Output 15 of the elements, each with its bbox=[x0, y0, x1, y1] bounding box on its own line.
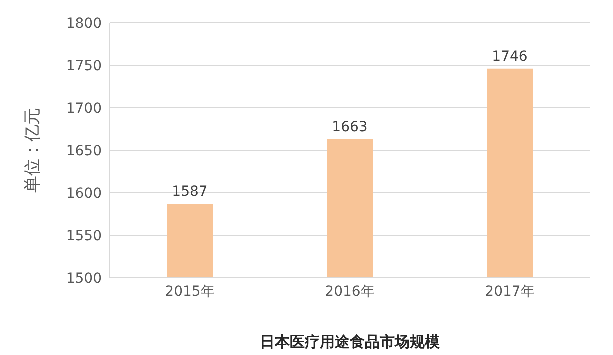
y-tick-label: 1500 bbox=[66, 270, 102, 287]
y-tick-label: 1650 bbox=[66, 143, 102, 160]
data-label: 1663 bbox=[332, 119, 368, 136]
y-axis-title: 单位：亿元 bbox=[23, 108, 44, 193]
data-label: 1746 bbox=[492, 48, 528, 65]
y-tick-label: 1550 bbox=[66, 228, 102, 244]
x-tick-label: 2016年 bbox=[325, 284, 375, 300]
data-label: 1587 bbox=[172, 184, 208, 200]
x-tick-label: 2015年 bbox=[165, 284, 215, 300]
x-tick-label: 2017年 bbox=[485, 284, 535, 300]
y-tick-label: 1700 bbox=[66, 100, 102, 117]
x-axis-title: 日本医疗用途食品市场规模 bbox=[260, 333, 441, 351]
y-tick-label: 1600 bbox=[66, 186, 102, 202]
y-tick-label: 1800 bbox=[66, 16, 102, 32]
y-tick-label: 1750 bbox=[66, 58, 102, 74]
